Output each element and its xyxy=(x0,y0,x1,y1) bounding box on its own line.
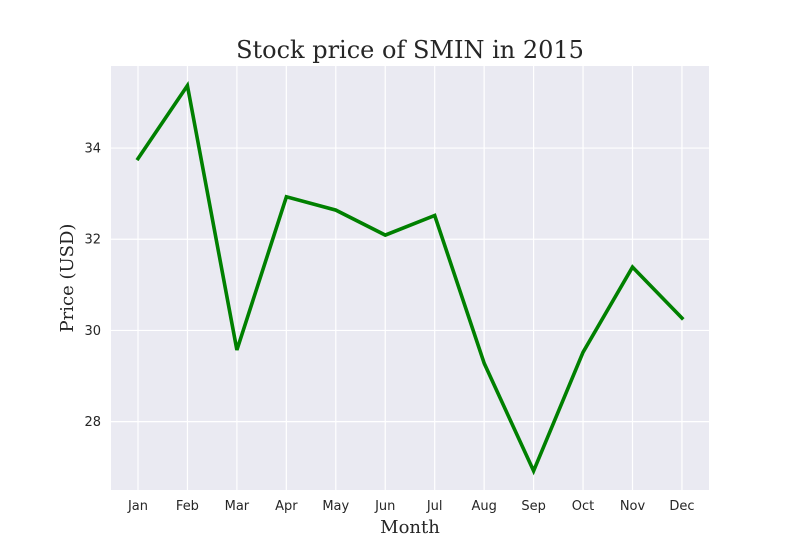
x-tick-label: Nov xyxy=(620,499,646,514)
chart-title: Stock price of SMIN in 2015 xyxy=(236,36,584,64)
x-tick-label: Apr xyxy=(275,499,298,514)
y-axis-label: Price (USD) xyxy=(57,224,78,333)
x-tick-label: Jul xyxy=(426,499,443,514)
x-tick-label: Sep xyxy=(521,499,546,514)
x-tick-label: Jan xyxy=(127,499,148,514)
x-tick-label: Jun xyxy=(374,499,395,514)
x-tick-label: Feb xyxy=(176,499,199,514)
plot-area xyxy=(111,66,709,490)
x-tick-label: Oct xyxy=(572,499,594,514)
y-tick-label: 32 xyxy=(84,233,101,248)
y-tick-label: 30 xyxy=(84,324,101,339)
x-axis-label: Month xyxy=(380,517,440,538)
y-tick-label: 28 xyxy=(84,415,101,430)
x-tick-label: Aug xyxy=(471,499,496,514)
x-tick-label: May xyxy=(322,499,349,514)
x-tick-label: Dec xyxy=(669,499,694,514)
y-tick-label: 34 xyxy=(84,142,101,157)
x-tick-label: Mar xyxy=(225,499,250,514)
